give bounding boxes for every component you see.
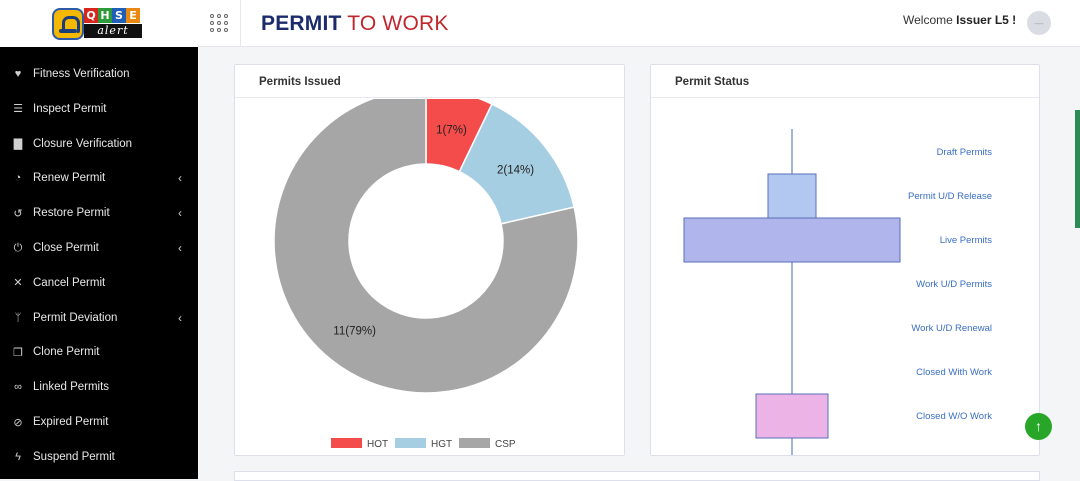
sidebar-item-label: Cancel Permit bbox=[33, 276, 106, 289]
undo-icon: ↺ bbox=[13, 207, 23, 220]
sidebar-item-clone-permit[interactable]: ❐ Clone Permit bbox=[0, 335, 198, 369]
page-title: PERMIT TO WORK bbox=[261, 12, 449, 36]
sidebar-item-label: Suspend Permit bbox=[33, 450, 115, 463]
permit-status-chart: Draft Permits Permit U/D Release Live Perm… bbox=[683, 129, 993, 455]
welcome-user: Issuer L5 ! bbox=[956, 13, 1017, 27]
sidebar: ♥ Fitness Verification ☰ Inspect Permit ▇ Clo… bbox=[0, 47, 198, 479]
sidebar-item-renew-permit[interactable]: ◔ Renew Permit ‹ bbox=[0, 161, 198, 195]
sidebar-item-label: Expired Permit bbox=[33, 416, 109, 428]
legend-label-csp[interactable]: CSP bbox=[495, 439, 516, 450]
sidebar-item-permit-deviation[interactable]: ᛘ Permit Deviation ‹ bbox=[0, 301, 198, 335]
bolt-icon: ϟ bbox=[15, 450, 21, 463]
sidebar-item-label: Close Permit bbox=[33, 242, 99, 254]
heart-icon: ♥ bbox=[14, 68, 22, 80]
permits-issued-chart: 1(7%) 2(14%) 11(79%) HOT HGT CSP bbox=[273, 99, 579, 450]
welcome-prefix: Welcome bbox=[903, 13, 953, 27]
status-category-label: Closed W/O Work bbox=[916, 411, 992, 422]
header-divider bbox=[240, 0, 241, 47]
ban-icon: ⊘ bbox=[13, 416, 23, 429]
sidebar-item-label: Restore Permit bbox=[33, 207, 110, 220]
sidebar-item-fitness-verification[interactable]: ♥ Fitness Verification bbox=[0, 57, 198, 91]
status-bar-permit-u-d-release[interactable] bbox=[767, 173, 817, 219]
sidebar-item-label: Fitness Verification bbox=[33, 68, 130, 80]
lower-panel bbox=[234, 471, 1040, 481]
scroll-to-top-button[interactable]: ↑ bbox=[1025, 413, 1052, 440]
legend-swatch-hot bbox=[331, 438, 362, 448]
logo-letter: H bbox=[98, 8, 112, 23]
power-icon: ⏻ bbox=[13, 241, 23, 254]
sidebar-item-label: Linked Permits bbox=[33, 381, 110, 394]
logo-letter: E bbox=[126, 8, 140, 23]
scroll-indicator bbox=[1075, 110, 1080, 228]
sidebar-item-label: Clone Permit bbox=[33, 346, 100, 359]
sidebar-item-cancel-permit[interactable]: ✕ Cancel Permit bbox=[0, 266, 198, 300]
sidebar-item-suspend-permit[interactable]: ϟ Suspend Permit bbox=[0, 440, 198, 474]
sidebar-item-label: Permit Deviation bbox=[33, 311, 118, 324]
status-category-label: Live Permits bbox=[940, 235, 993, 246]
chevron-left-icon: ‹ bbox=[178, 310, 182, 325]
sidebar-item-close-permit[interactable]: ⏻ Close Permit ‹ bbox=[0, 231, 198, 265]
chevron-left-icon: ‹ bbox=[178, 171, 182, 186]
status-bar-closed-w-o-work[interactable] bbox=[755, 393, 829, 439]
chevron-left-icon: ‹ bbox=[178, 206, 182, 221]
sidebar-item-closure-verification[interactable]: ▇ Closure Verification bbox=[0, 127, 198, 161]
legend-swatch-csp bbox=[459, 438, 490, 448]
permits-issued-panel: Permits Issued 1(7%) 2(14%) 11(79%) HOT HGT C… bbox=[234, 64, 625, 456]
status-category-label: Closed With Work bbox=[916, 367, 992, 378]
donut-data-label: 11(79%) bbox=[333, 326, 376, 338]
sidebar-item-restore-permit[interactable]: ↺ Restore Permit ‹ bbox=[0, 196, 198, 230]
permit-status-panel: Permit Status Draft Permits Permit U/D Re… bbox=[650, 64, 1040, 456]
bell-icon bbox=[52, 8, 84, 40]
sidebar-item-label: Renew Permit bbox=[33, 172, 106, 185]
status-category-label: Permit U/D Release bbox=[908, 191, 992, 202]
close-icon: ✕ bbox=[13, 277, 23, 290]
permits-issued-title: Permits Issued bbox=[235, 65, 624, 98]
link-icon: ∞ bbox=[14, 381, 22, 394]
chevron-left-icon: ‹ bbox=[178, 241, 182, 255]
legend-label-hot[interactable]: HOT bbox=[367, 439, 388, 450]
status-category-label: Draft Permits bbox=[937, 147, 993, 158]
legend-label-hgt[interactable]: HGT bbox=[431, 439, 452, 450]
clock-icon: ◔ bbox=[14, 172, 22, 185]
status-category-label: Work U/D Renewal bbox=[911, 323, 992, 334]
sidebar-item-linked-permits[interactable]: ∞ Linked Permits bbox=[0, 370, 198, 404]
file-icon: ▇ bbox=[13, 138, 23, 151]
sidebar-item-expired-permit[interactable]: ⊘ Expired Permit bbox=[0, 405, 198, 439]
branch-icon: ᛘ bbox=[14, 311, 22, 324]
page-title-part2: TO WORK bbox=[347, 12, 449, 35]
copy-icon: ❐ bbox=[13, 346, 23, 359]
donut-data-label: 1(7%) bbox=[436, 124, 467, 136]
page-title-part1: PERMIT bbox=[261, 12, 342, 35]
list-icon: ☰ bbox=[13, 103, 23, 116]
sidebar-item-label: Inspect Permit bbox=[33, 102, 107, 115]
permit-status-title: Permit Status bbox=[651, 65, 1039, 98]
logo-letter: S bbox=[112, 8, 126, 23]
sidebar-item-label: Closure Verification bbox=[33, 137, 133, 150]
status-category-label: Work U/D Permits bbox=[916, 279, 992, 290]
sidebar-item-inspect-permit[interactable]: ☰ Inspect Permit bbox=[0, 92, 198, 126]
logo-letter: Q bbox=[84, 8, 98, 23]
donut-slice-csp[interactable] bbox=[273, 99, 579, 394]
welcome-text: Welcome Issuer L5 ! bbox=[903, 13, 1016, 27]
legend-swatch-hgt bbox=[395, 438, 426, 448]
status-bar-live-permits[interactable] bbox=[683, 217, 901, 263]
avatar[interactable]: — bbox=[1027, 11, 1051, 35]
donut-data-label: 2(14%) bbox=[497, 165, 534, 177]
logo-word: alert bbox=[84, 24, 142, 38]
apps-grid-icon[interactable] bbox=[210, 14, 228, 32]
